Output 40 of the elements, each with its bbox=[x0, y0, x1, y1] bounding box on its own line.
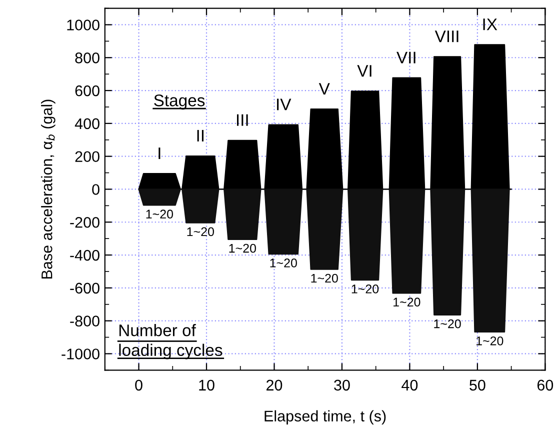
annotation: VII bbox=[396, 52, 416, 64]
annotation: 1~20 bbox=[394, 298, 420, 307]
y-tick-label: 800 bbox=[75, 52, 100, 64]
x-tick-label: 10 bbox=[199, 380, 214, 391]
x-tick-label: 0 bbox=[135, 380, 142, 391]
y-tick-label: 1000 bbox=[67, 20, 100, 30]
annotation: II bbox=[197, 130, 204, 142]
annotation: Stages bbox=[154, 94, 205, 110]
y-tick-label: -1000 bbox=[62, 348, 100, 360]
x-tick-label: 40 bbox=[402, 380, 418, 391]
annotation: III bbox=[236, 114, 248, 126]
annotation: V bbox=[318, 83, 330, 95]
annotation: 1~20 bbox=[434, 319, 461, 328]
annotation: 1~20 bbox=[311, 274, 338, 283]
annotation: 1~20 bbox=[476, 336, 504, 346]
annotation: IX bbox=[483, 18, 498, 30]
y-axis-title: Base acceleration, α$_{b}$ (gal) bbox=[41, 100, 56, 278]
annotation: VIII bbox=[434, 30, 458, 42]
y-tick-label: 400 bbox=[74, 118, 100, 130]
x-axis-title: Elapsed time, t (s) bbox=[264, 410, 386, 425]
y-tick-label: 600 bbox=[75, 85, 100, 96]
x-tick-label: 30 bbox=[334, 380, 350, 391]
annotation: VI bbox=[357, 65, 372, 77]
x-tick-label: 50 bbox=[470, 380, 486, 391]
annotation: 1~20 bbox=[352, 284, 379, 294]
annotation: I bbox=[158, 148, 160, 160]
y-tick-label: 200 bbox=[75, 151, 100, 162]
y-tick-label: -400 bbox=[70, 250, 100, 261]
annotation: Number of loading cycles bbox=[119, 324, 222, 360]
annotation: 1~20 bbox=[270, 258, 297, 268]
annotation: 1~20 bbox=[146, 210, 174, 219]
y-tick-label: -200 bbox=[70, 216, 100, 228]
y-tick-label: 0 bbox=[92, 184, 100, 195]
x-tick-label: 20 bbox=[266, 380, 282, 391]
x-tick-label: 60 bbox=[537, 380, 554, 391]
y-tick-label: -800 bbox=[70, 316, 100, 327]
annotation: 1~20 bbox=[187, 227, 214, 236]
y-tick-label: -600 bbox=[70, 282, 100, 294]
annotation: 1~20 bbox=[229, 244, 256, 253]
annotation: IV bbox=[277, 98, 292, 110]
